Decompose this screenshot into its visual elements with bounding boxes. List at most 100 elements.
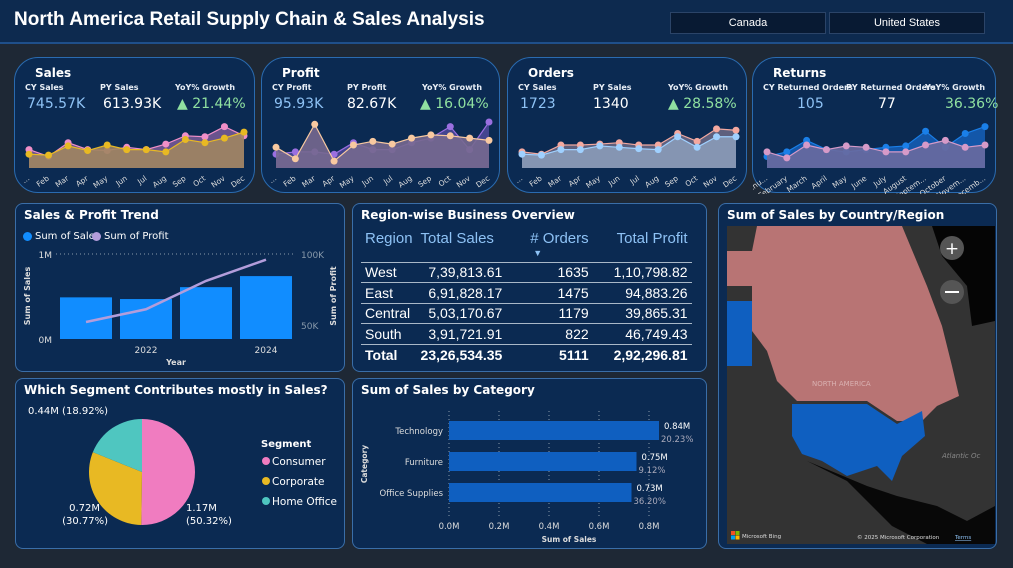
month-label: Sep — [416, 174, 433, 190]
sparkline-point[interactable] — [693, 137, 701, 145]
sparkline-point[interactable] — [713, 133, 721, 141]
sparkline-point[interactable] — [220, 134, 228, 142]
sparkline-point[interactable] — [330, 157, 338, 165]
sparkline-point[interactable] — [349, 141, 357, 149]
sparkline-point[interactable] — [803, 141, 811, 149]
sparkline-point[interactable] — [291, 148, 299, 156]
slicer-united-states[interactable]: United States — [829, 12, 985, 34]
x-tick: 0.2M — [489, 522, 510, 532]
canada-region[interactable] — [727, 226, 959, 421]
sparkline-point[interactable] — [922, 141, 930, 149]
sparkline-point[interactable] — [84, 147, 92, 155]
sparkline-point[interactable] — [427, 131, 435, 139]
sparkline-point[interactable] — [693, 143, 701, 151]
sparkline-point[interactable] — [902, 142, 910, 150]
sparkline-point[interactable] — [557, 146, 565, 154]
sparkline-point[interactable] — [518, 150, 526, 158]
month-label: May — [92, 173, 110, 190]
bar-2024[interactable] — [240, 276, 292, 339]
terms-link[interactable]: Terms — [954, 535, 971, 541]
sparkline-point[interactable] — [25, 150, 33, 158]
legend-item[interactable]: Consumer — [272, 456, 326, 468]
bar-technology[interactable] — [449, 421, 659, 440]
col-orders[interactable]: # Orders ▼ — [506, 228, 592, 262]
sparkline-point[interactable] — [941, 136, 949, 144]
sparkline-point[interactable] — [732, 126, 740, 134]
sparkline-point[interactable] — [388, 140, 396, 148]
sparkline-point[interactable] — [103, 141, 111, 149]
sparkline-point[interactable] — [961, 143, 969, 151]
sparkline-point[interactable] — [485, 118, 493, 126]
sparkline-point[interactable] — [842, 142, 850, 150]
bar-2023[interactable] — [180, 287, 232, 339]
alaska-region[interactable] — [727, 301, 752, 366]
sparkline-point[interactable] — [142, 146, 150, 154]
sparkline-point[interactable] — [981, 123, 989, 131]
sparkline-point[interactable] — [635, 145, 643, 153]
sparkline-point[interactable] — [822, 146, 830, 154]
sparkline-point[interactable] — [596, 142, 604, 150]
slicer-canada[interactable]: Canada — [670, 12, 826, 34]
col-region[interactable]: Region — [365, 230, 413, 247]
pie-slice-home-office[interactable] — [92, 419, 142, 472]
sparkline-point[interactable] — [862, 143, 870, 151]
bar-2022[interactable] — [120, 299, 172, 339]
sparkline-point[interactable] — [576, 146, 584, 154]
zoom-in-button[interactable]: + — [940, 236, 964, 260]
sparkline-point[interactable] — [882, 148, 890, 156]
sparkline-point[interactable] — [674, 133, 682, 141]
sparkline-point[interactable] — [922, 127, 930, 135]
sparkline-point[interactable] — [446, 132, 454, 140]
legend-item[interactable]: Home Office — [272, 496, 337, 508]
sparkline-point[interactable] — [369, 137, 377, 145]
sparkline-point[interactable] — [64, 142, 72, 150]
table-row[interactable]: East 6,91,828.17 1475 94,883.26 — [361, 282, 692, 303]
legend-profit[interactable]: Sum of Profit — [92, 231, 169, 242]
pie-slice-consumer[interactable] — [141, 419, 196, 525]
legend-sales[interactable]: Sum of Sales — [23, 231, 100, 242]
sparkline-point[interactable] — [201, 139, 209, 147]
sparkline-point[interactable] — [408, 134, 416, 142]
sparkline-point[interactable] — [732, 133, 740, 141]
legend-item[interactable]: Corporate — [272, 476, 325, 488]
table-row[interactable]: South 3,91,721.91 822 46,749.43 — [361, 323, 692, 344]
sparkline-point[interactable] — [654, 146, 662, 154]
table-row[interactable]: West 7,39,813.61 1635 1,10,798.82 — [361, 261, 692, 283]
sparkline-point[interactable] — [783, 148, 791, 156]
sparkline-point[interactable] — [181, 135, 189, 143]
profit-line[interactable] — [85, 258, 267, 324]
sparkline-point[interactable] — [162, 140, 170, 148]
month-label: May — [831, 173, 849, 190]
pie-slice-corporate[interactable] — [88, 452, 142, 525]
col-total-sales[interactable]: Total Sales — [420, 230, 494, 247]
sparkline-point[interactable] — [45, 151, 53, 159]
sparkline-point[interactable] — [123, 146, 131, 154]
sparkline-point[interactable] — [240, 128, 248, 136]
united-states-region[interactable] — [792, 404, 925, 481]
bar-office-supplies[interactable] — [449, 483, 632, 502]
sparkline-point[interactable] — [713, 125, 721, 133]
bar-furniture[interactable] — [449, 452, 637, 471]
sparkline-point[interactable] — [272, 143, 280, 151]
sparkline-point[interactable] — [201, 133, 209, 141]
sparkline-line — [521, 128, 737, 155]
sparkline-point[interactable] — [763, 148, 771, 156]
sparkline-point[interactable] — [961, 130, 969, 137]
sparkline-point[interactable] — [330, 150, 338, 158]
sparkline-point[interactable] — [902, 148, 910, 156]
zoom-out-button[interactable] — [940, 280, 964, 304]
col-total-profit[interactable]: Total Profit — [616, 230, 688, 247]
map[interactable]: NORTH AMERICA Atlantic Oc + Microsoft Bi… — [727, 226, 995, 544]
sparkline-point[interactable] — [981, 141, 989, 149]
sparkline-point[interactable] — [311, 120, 319, 128]
sparkline-point[interactable] — [162, 148, 170, 156]
sparkline-point[interactable] — [466, 134, 474, 142]
sparkline-point[interactable] — [220, 123, 228, 131]
sparkline-point[interactable] — [537, 151, 545, 159]
sparkline-point[interactable] — [446, 123, 454, 131]
sparkline-point[interactable] — [291, 155, 299, 163]
sparkline-point[interactable] — [783, 154, 791, 162]
sparkline-point[interactable] — [485, 136, 493, 144]
sparkline-point[interactable] — [615, 143, 623, 151]
table-row[interactable]: Central 5,03,170.67 1179 39,865.31 — [361, 302, 692, 324]
